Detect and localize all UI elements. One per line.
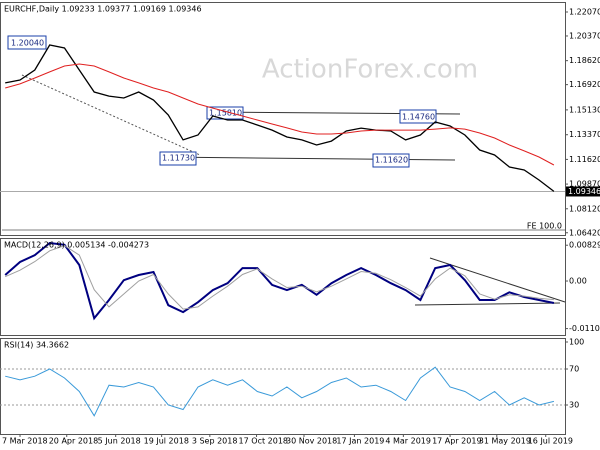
macd-title: MACD(12,26,9) 0.005134 -0.004273	[4, 241, 149, 250]
macd-panel	[0, 238, 566, 336]
series-line	[5, 366, 555, 417]
x-tick-label: 19 Jul 2018	[144, 437, 189, 446]
channel-line	[161, 156, 456, 161]
annotation-text: 1.15810	[209, 109, 242, 118]
x-tick-label: 31 May 2019	[479, 437, 531, 446]
y-tick-label: 70	[569, 365, 579, 374]
y-tick-label: 1.11620	[569, 155, 600, 164]
macd-trend-line	[414, 302, 561, 306]
series-line	[4, 245, 554, 310]
y-tick-label: 1.20370	[569, 31, 600, 40]
y-tick-label: 1.09870	[569, 180, 600, 189]
series-line	[5, 63, 555, 166]
annotation: 1.20040	[7, 35, 47, 50]
y-tick-label: 1.15130	[569, 105, 600, 114]
y-tick-label: 1.08120	[569, 204, 600, 213]
macd-trend-line	[429, 257, 566, 303]
fe-label: FE 100.0	[527, 222, 562, 231]
x-tick-label: 17 Jan 2019	[336, 437, 384, 446]
annotation-text: 1.20040	[11, 39, 44, 48]
annotation-text: 1.11620	[375, 156, 408, 165]
x-tick-label: 30 Nov 2018	[286, 437, 337, 446]
annotation: 1.14760	[399, 109, 437, 124]
y-tick-label: 1.18620	[569, 56, 600, 65]
y-tick-label: 1.13370	[569, 130, 600, 139]
annotation: 1.11620	[372, 153, 410, 168]
annotation-text: 1.11730	[162, 154, 195, 163]
trend-line	[21, 74, 201, 156]
x-tick-label: 4 Mar 2019	[385, 437, 431, 446]
last-price-label: 1.09346	[568, 187, 600, 196]
rsi-panel	[0, 338, 566, 435]
x-tick-label: 5 Jun 2018	[98, 437, 141, 446]
x-tick-label: 20 Apr 2018	[49, 437, 98, 446]
x-tick-label: 16 Jul 2019	[528, 437, 573, 446]
x-tick-label: 17 Apr 2019	[432, 437, 481, 446]
x-tick-label: 7 Mar 2018	[2, 437, 48, 446]
x-tick-label: 3 Sep 2018	[192, 437, 238, 446]
y-tick-label: 1.22070	[569, 7, 600, 16]
y-tick-label: 30	[569, 401, 579, 410]
annotation-text: 1.14760	[402, 113, 435, 122]
last-price-box	[566, 186, 600, 197]
annotation: 1.11730	[159, 151, 197, 166]
y-tick-label: 1.06420	[569, 228, 600, 237]
x-tick-label: 17 Oct 2018	[239, 437, 288, 446]
chart-title: EURCHF,Daily 1.09233 1.09377 1.09169 1.0…	[4, 5, 202, 14]
series-line	[4, 241, 555, 321]
rsi-title: RSI(14) 34.3662	[4, 341, 69, 350]
series-line	[5, 44, 555, 192]
price-panel	[0, 2, 566, 236]
y-tick-label: 1.16920	[569, 80, 600, 89]
y-tick-label: 100	[569, 338, 584, 347]
y-tick-label: 0.008292	[569, 241, 600, 250]
watermark: ActionForex.com	[262, 55, 478, 85]
y-tick-label: 0.00	[569, 277, 587, 286]
y-tick-label: -0.011015	[569, 324, 600, 333]
